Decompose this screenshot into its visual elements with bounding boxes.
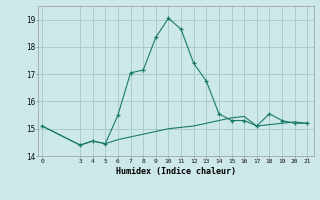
X-axis label: Humidex (Indice chaleur): Humidex (Indice chaleur) bbox=[116, 167, 236, 176]
